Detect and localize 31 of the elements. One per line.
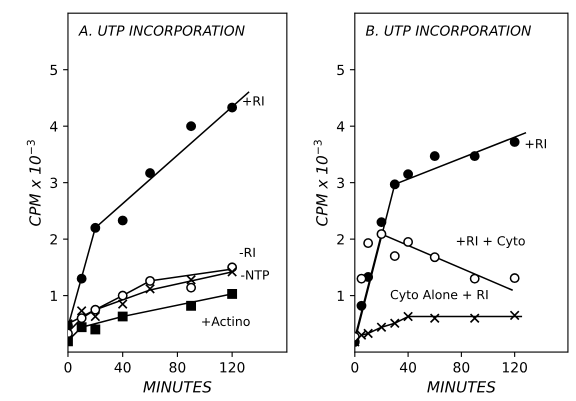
y-tick-label: 5 <box>50 64 58 76</box>
x-tick-label: 40 <box>400 362 416 373</box>
y-tick-label: 5 <box>337 64 344 76</box>
x-tick-label: 0 <box>64 362 72 373</box>
annotation: Cyto Alone + RI <box>390 290 488 302</box>
x-tick-label: 0 <box>351 362 358 373</box>
annotation: -RI <box>240 248 255 257</box>
x-axis-title: MINUTES <box>427 381 496 393</box>
text: B. UTP INCORPORATION <box>366 25 532 36</box>
y-tick-label: 3 <box>50 178 58 188</box>
annotation: +RI <box>243 96 264 106</box>
x-axis-title: MINUTES <box>143 381 212 393</box>
y-tick-label: 3 <box>337 178 344 188</box>
y-axis-title: CPM x 10$^{−3}$ <box>314 140 328 226</box>
annotation: -NTP <box>241 270 270 280</box>
y-tick-label: 1 <box>338 290 344 301</box>
y-tick-label: 4 <box>336 121 344 132</box>
x-tick-label: 120 <box>220 362 244 373</box>
x-tick-label: 80 <box>170 362 186 373</box>
annotation: +Actino <box>202 316 250 326</box>
y-tick-label: 4 <box>50 121 58 132</box>
annotation: +RI <box>526 139 546 148</box>
x-tick-label: 80 <box>453 362 470 373</box>
y-tick-label: 1 <box>50 290 57 301</box>
y-tick-label: 2 <box>337 234 344 244</box>
text: A. UTP INCORPORATION <box>78 25 245 36</box>
x-tick-label: 120 <box>502 362 527 373</box>
annotation: +RI + Cyto <box>456 236 525 248</box>
y-tick-label: 2 <box>50 234 57 244</box>
x-tick-label: 40 <box>114 362 131 373</box>
y-axis-title: CPM x 10$^{−3}$ <box>26 140 41 226</box>
